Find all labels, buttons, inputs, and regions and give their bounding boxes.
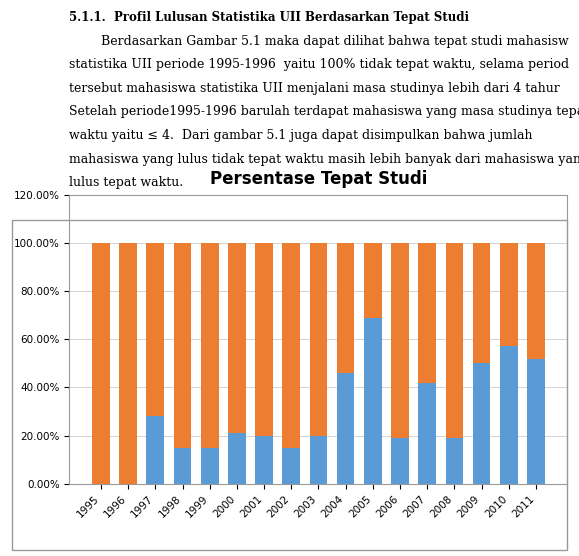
Bar [119, 243, 137, 484]
Bar [337, 243, 354, 373]
Text: mahasiswa yang lulus tidak tepat waktu masih lebih banyak dari mahasiswa yang: mahasiswa yang lulus tidak tepat waktu m… [69, 153, 579, 166]
Text: 5.1.1.  Profil Lulusan Statistika UII Berdasarkan Tepat Studi: 5.1.1. Profil Lulusan Statistika UII Ber… [69, 11, 470, 24]
Bar [419, 243, 436, 383]
Bar [228, 243, 245, 433]
Bar [446, 243, 463, 438]
Bar [92, 243, 110, 484]
Bar [174, 448, 191, 484]
Bar [255, 243, 273, 435]
Text: lulus tepat waktu.: lulus tepat waktu. [69, 176, 184, 190]
Bar [527, 359, 545, 484]
Text: waktu yaitu ≤ 4.  Dari gambar 5.1 juga dapat disimpulkan bahwa jumlah: waktu yaitu ≤ 4. Dari gambar 5.1 juga da… [69, 129, 533, 142]
Bar [364, 243, 382, 317]
Bar [174, 243, 191, 448]
Bar [364, 317, 382, 484]
Bar [228, 433, 245, 484]
Text: statistika UII periode 1995-1996  yaitu 100% tidak tepat waktu, selama period: statistika UII periode 1995-1996 yaitu 1… [69, 58, 570, 71]
Bar [500, 346, 518, 484]
Bar [337, 373, 354, 484]
Bar [146, 416, 164, 484]
Bar [446, 438, 463, 484]
Bar [255, 435, 273, 484]
Text: tersebut mahasiswa statistika UII menjalani masa studinya lebih dari 4 tahur: tersebut mahasiswa statistika UII menjal… [69, 82, 560, 95]
Bar [146, 243, 164, 416]
Bar [391, 243, 409, 438]
Bar [419, 383, 436, 484]
Bar [391, 438, 409, 484]
Bar [310, 243, 327, 435]
Bar [283, 448, 300, 484]
Bar [310, 435, 327, 484]
Title: Persentase Tepat Studi: Persentase Tepat Studi [210, 170, 427, 187]
Bar [201, 243, 218, 448]
Bar [472, 363, 490, 484]
Bar [527, 243, 545, 359]
Bar [201, 448, 218, 484]
Text: Berdasarkan Gambar 5.1 maka dapat dilihat bahwa tepat studi mahasisw: Berdasarkan Gambar 5.1 maka dapat diliha… [69, 34, 569, 47]
Bar [472, 243, 490, 363]
Bar [500, 243, 518, 346]
Text: Setelah periode1995-1996 barulah terdapat mahasiswa yang masa studinya tepa: Setelah periode1995-1996 barulah terdapa… [69, 106, 579, 118]
Bar [283, 243, 300, 448]
